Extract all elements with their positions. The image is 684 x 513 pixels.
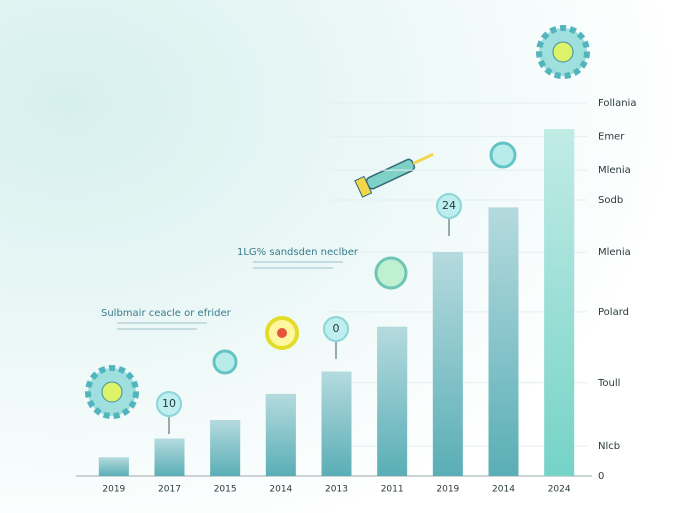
note-lines [117,322,207,324]
annotation: Sulbmair ceacle or efrider [101,308,232,319]
syringe-icon [354,152,434,198]
bar-shine [265,393,296,476]
annotation: 1LG% sandsden neclber [237,247,359,258]
x-tick-label: 2015 [214,485,237,495]
y-tick-label: Nlcb [598,441,620,452]
y-tick-label: Follania [598,98,636,109]
y-tick-label: Emer [598,132,625,143]
bubble [323,316,349,342]
bar-shine [154,438,185,476]
y-tick-label: Sodb [598,195,623,206]
bar-shine [321,371,352,476]
x-tick-label: 2017 [158,485,181,495]
bubble [156,391,182,417]
x-tick-label: 2014 [492,485,515,495]
y-tick-label: 0 [598,471,604,482]
y-tick-label: Toull [597,378,620,389]
bubble [436,193,462,219]
bar-shine [544,129,575,477]
annotation: 0 [333,322,340,335]
virus-icon [85,25,590,419]
x-tick-label: 2019 [436,485,459,495]
bar-shine [488,207,519,476]
y-tick-label: Mlenia [598,247,631,258]
y-tick-label: Polard [598,307,629,318]
y-tick-label: Mlenia [598,165,631,176]
x-tick-label: 2013 [325,485,348,495]
x-tick-label: 2014 [269,485,292,495]
bar-shine [210,420,241,476]
x-tick-label: 2011 [381,485,404,495]
bar-shine [377,326,408,476]
bar-shine [432,252,463,476]
x-tick-label: 2024 [548,485,571,495]
annotation: 10 [162,397,176,410]
note-lines [117,328,197,330]
note-lines [253,267,333,269]
x-tick-label: 2019 [102,485,125,495]
annotation: 24 [442,199,456,212]
note-lines [253,261,343,263]
bar-shine [98,457,129,476]
